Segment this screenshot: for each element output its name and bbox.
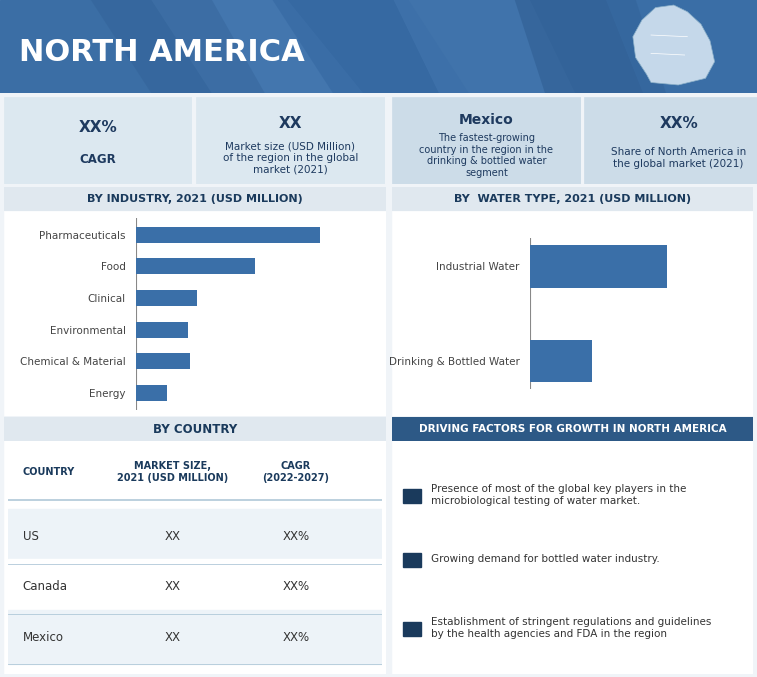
Text: NORTH AMERICA: NORTH AMERICA: [19, 38, 304, 67]
Text: XX%: XX%: [282, 530, 310, 543]
Text: XX: XX: [279, 116, 302, 131]
Polygon shape: [633, 5, 715, 85]
Polygon shape: [606, 0, 757, 93]
Text: Canada: Canada: [23, 580, 67, 593]
Bar: [136, 227, 320, 242]
Bar: [403, 554, 421, 567]
Text: COUNTRY: COUNTRY: [23, 467, 75, 477]
Text: XX: XX: [164, 630, 180, 644]
Bar: [136, 322, 188, 338]
Text: MARKET SIZE,
2021 (USD MILLION): MARKET SIZE, 2021 (USD MILLION): [117, 462, 228, 483]
Bar: [136, 290, 197, 306]
Bar: [403, 622, 421, 636]
Bar: [136, 353, 190, 369]
Polygon shape: [151, 0, 363, 93]
Text: Market size (USD Million)
of the region in the global
market (2021): Market size (USD Million) of the region …: [223, 141, 358, 175]
Bar: [8, 509, 382, 564]
Bar: [136, 385, 167, 401]
Text: BY  WATER TYPE, 2021 (USD MILLION): BY WATER TYPE, 2021 (USD MILLION): [454, 194, 691, 204]
Text: DRIVING FACTORS FOR GROWTH IN NORTH AMERICA: DRIVING FACTORS FOR GROWTH IN NORTH AMER…: [419, 424, 727, 434]
Bar: [8, 609, 382, 664]
Bar: [530, 340, 592, 383]
Text: BY INDUSTRY, 2021 (USD MILLION): BY INDUSTRY, 2021 (USD MILLION): [87, 194, 303, 204]
Polygon shape: [91, 0, 265, 93]
Text: XX: XX: [164, 530, 180, 543]
Text: Share of North America in
the global market (2021): Share of North America in the global mar…: [611, 148, 746, 169]
Text: XX%: XX%: [79, 121, 117, 135]
Text: Growing demand for bottled water industry.: Growing demand for bottled water industr…: [431, 554, 660, 564]
Text: XX: XX: [164, 580, 180, 593]
Text: XX%: XX%: [659, 116, 698, 131]
Polygon shape: [273, 0, 469, 93]
Bar: [8, 559, 382, 614]
Polygon shape: [394, 0, 575, 93]
Text: CAGR
(2022-2027): CAGR (2022-2027): [263, 462, 329, 483]
Text: BY COUNTRY: BY COUNTRY: [153, 422, 237, 436]
Text: US: US: [23, 530, 39, 543]
Text: XX%: XX%: [282, 580, 310, 593]
Text: Mexico: Mexico: [459, 113, 514, 127]
Text: XX%: XX%: [282, 630, 310, 644]
Text: CAGR: CAGR: [79, 154, 117, 167]
Polygon shape: [515, 0, 666, 93]
Text: The fastest-growing
country in the region in the
drinking & bottled water
segmen: The fastest-growing country in the regio…: [419, 133, 553, 178]
Text: Mexico: Mexico: [23, 630, 64, 644]
Bar: [136, 259, 255, 274]
Bar: [403, 489, 421, 503]
Bar: [530, 245, 666, 288]
Text: Establishment of stringent regulations and guidelines
by the health agencies and: Establishment of stringent regulations a…: [431, 617, 712, 638]
Text: Presence of most of the global key players in the
microbiological testing of wat: Presence of most of the global key playe…: [431, 484, 687, 506]
